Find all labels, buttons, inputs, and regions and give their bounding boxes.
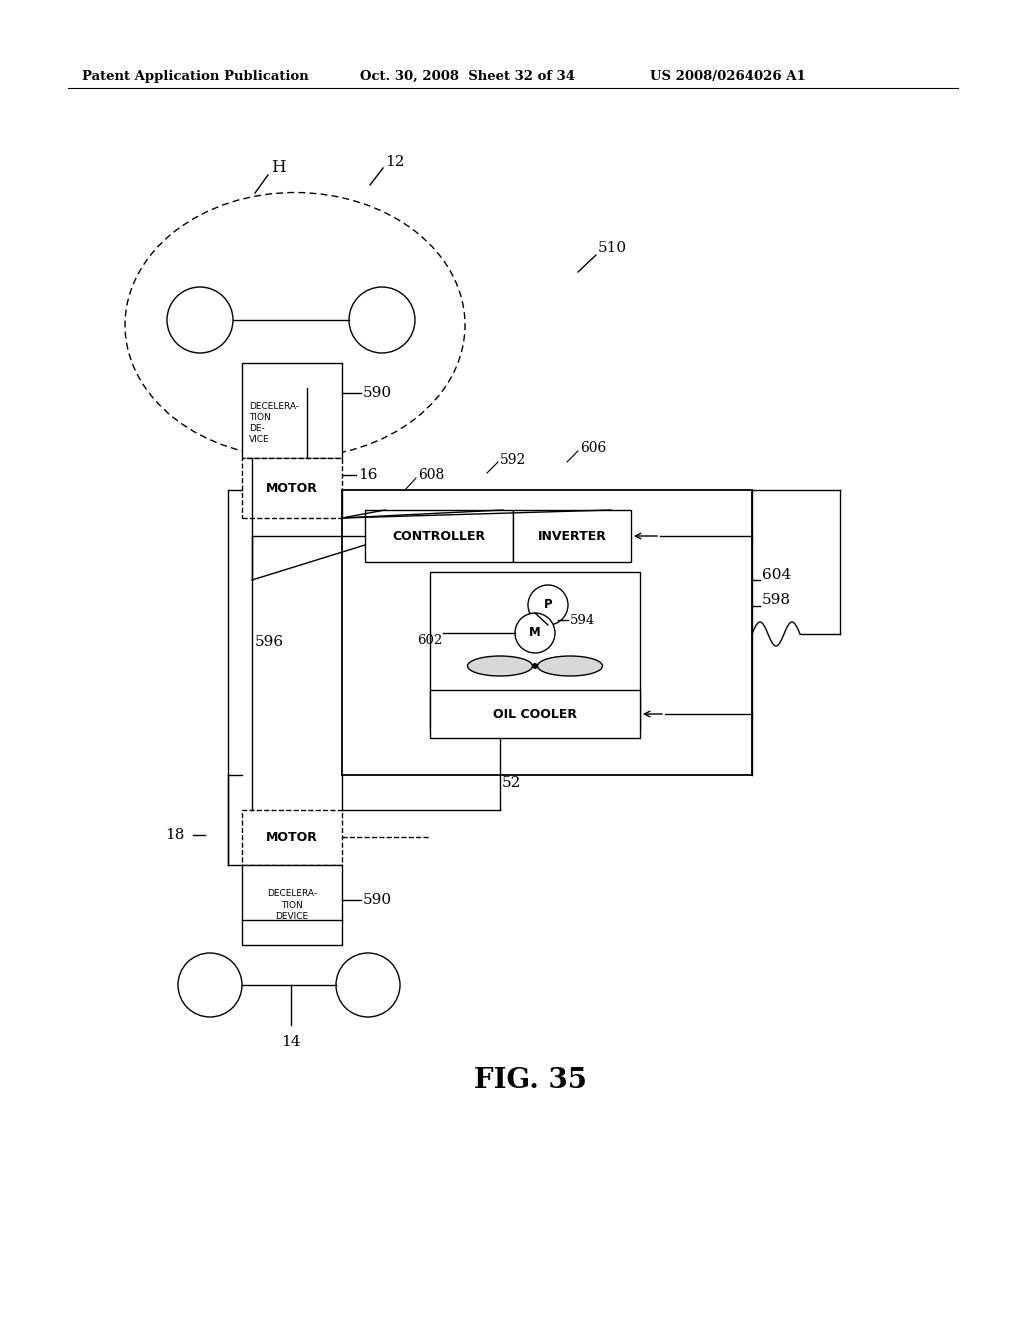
Text: DECELERA-
TION
DEVICE: DECELERA- TION DEVICE — [267, 890, 317, 920]
Text: Oct. 30, 2008  Sheet 32 of 34: Oct. 30, 2008 Sheet 32 of 34 — [360, 70, 575, 83]
Text: 592: 592 — [500, 453, 526, 467]
Text: MOTOR: MOTOR — [266, 832, 317, 843]
Bar — [365, 510, 513, 562]
Text: INVERTER: INVERTER — [538, 529, 606, 543]
Bar — [242, 865, 342, 945]
Text: Patent Application Publication: Patent Application Publication — [82, 70, 309, 83]
Bar — [430, 572, 640, 730]
Bar — [242, 363, 342, 458]
Text: MOTOR: MOTOR — [266, 482, 317, 495]
Text: M: M — [529, 627, 541, 639]
Text: 52: 52 — [502, 776, 521, 789]
Text: 608: 608 — [418, 469, 444, 482]
Text: 14: 14 — [282, 1035, 301, 1049]
Circle shape — [532, 663, 538, 669]
Text: OIL COOLER: OIL COOLER — [493, 708, 577, 721]
Text: 590: 590 — [362, 894, 392, 907]
Text: DECELERA-
TION
DE-
VICE: DECELERA- TION DE- VICE — [249, 401, 299, 444]
Text: 606: 606 — [580, 441, 606, 455]
Text: 594: 594 — [570, 614, 595, 627]
Ellipse shape — [468, 656, 532, 676]
Text: 18: 18 — [165, 828, 184, 842]
Text: US 2008/0264026 A1: US 2008/0264026 A1 — [650, 70, 806, 83]
Text: 16: 16 — [358, 469, 378, 482]
Ellipse shape — [538, 656, 602, 676]
Bar — [242, 810, 342, 865]
Bar — [513, 510, 631, 562]
Text: P: P — [544, 598, 552, 611]
Text: H: H — [270, 160, 286, 177]
Text: 596: 596 — [255, 635, 284, 649]
Text: 590: 590 — [362, 385, 392, 400]
Circle shape — [515, 612, 555, 653]
Text: FIG. 35: FIG. 35 — [473, 1067, 587, 1093]
Bar — [242, 458, 342, 517]
Circle shape — [528, 585, 568, 624]
Text: 12: 12 — [385, 154, 404, 169]
Text: 510: 510 — [598, 242, 627, 255]
Bar — [342, 490, 752, 775]
Text: CONTROLLER: CONTROLLER — [392, 529, 485, 543]
Bar — [430, 690, 640, 738]
Text: 604: 604 — [762, 568, 792, 582]
Text: 602: 602 — [417, 634, 442, 647]
Text: 598: 598 — [762, 593, 791, 607]
